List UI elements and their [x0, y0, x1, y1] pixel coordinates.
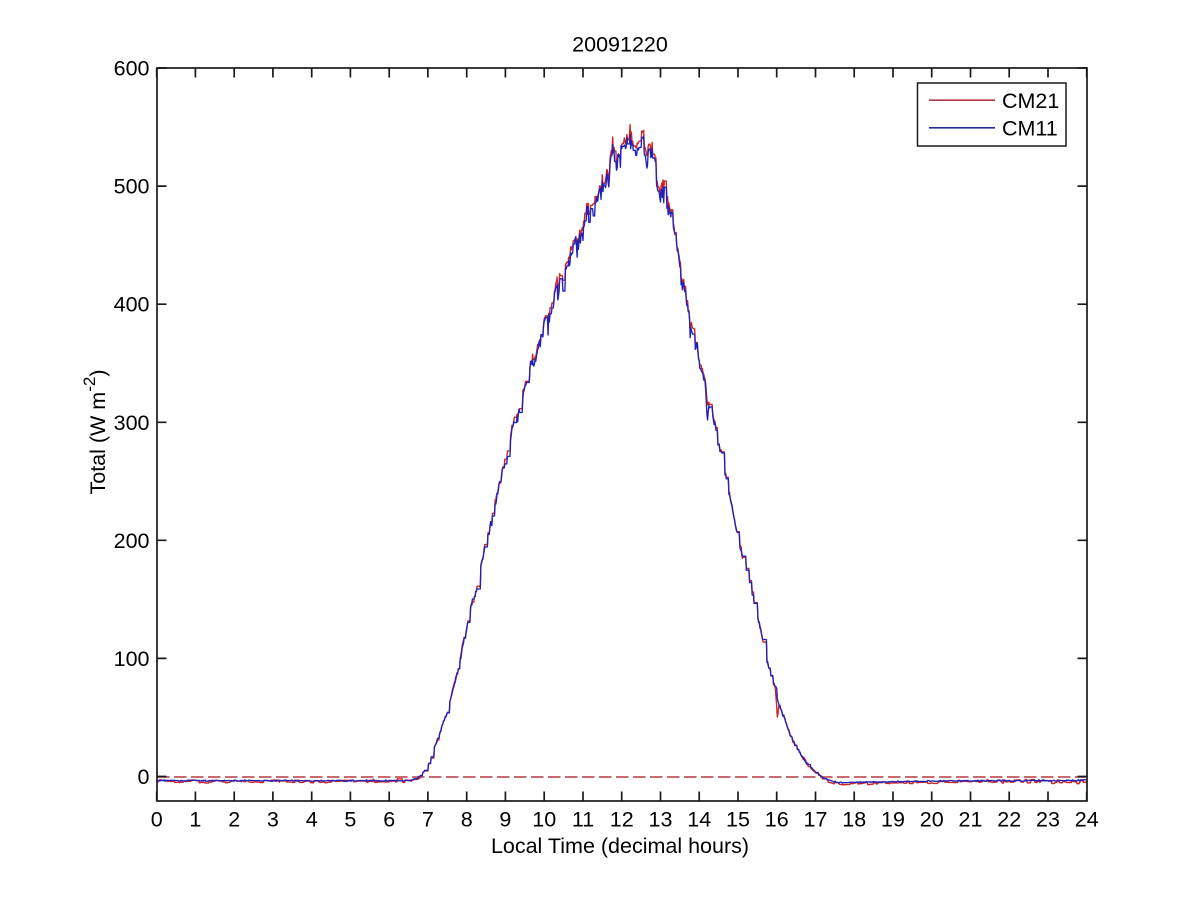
svg-text:0: 0 — [151, 808, 163, 832]
svg-text:11: 11 — [572, 808, 594, 832]
svg-text:22: 22 — [997, 808, 1021, 832]
svg-text:4: 4 — [306, 808, 318, 832]
svg-text:1: 1 — [189, 808, 201, 832]
svg-text:3: 3 — [267, 808, 279, 832]
svg-text:19: 19 — [881, 808, 905, 832]
svg-text:14: 14 — [687, 808, 711, 832]
svg-text:16: 16 — [765, 808, 789, 832]
svg-text:15: 15 — [726, 808, 750, 832]
svg-text:24: 24 — [1075, 808, 1099, 832]
svg-text:500: 500 — [114, 175, 150, 199]
svg-text:8: 8 — [461, 808, 473, 832]
svg-text:CM11: CM11 — [1002, 117, 1058, 141]
svg-text:CM21: CM21 — [1002, 89, 1059, 113]
svg-text:300: 300 — [114, 411, 150, 435]
svg-text:20: 20 — [920, 808, 944, 832]
svg-text:23: 23 — [1036, 808, 1060, 832]
svg-text:7: 7 — [422, 808, 434, 832]
svg-text:200: 200 — [114, 529, 150, 553]
svg-text:6: 6 — [383, 808, 395, 832]
svg-text:20091220: 20091220 — [572, 33, 668, 57]
svg-text:0: 0 — [138, 765, 150, 789]
svg-text:9: 9 — [499, 808, 511, 832]
svg-text:5: 5 — [344, 808, 356, 832]
svg-text:10: 10 — [532, 808, 556, 832]
svg-text:18: 18 — [842, 808, 866, 832]
svg-text:600: 600 — [114, 57, 150, 81]
svg-text:12: 12 — [610, 808, 634, 832]
svg-text:13: 13 — [649, 808, 673, 832]
svg-text:400: 400 — [114, 293, 150, 317]
svg-text:100: 100 — [114, 647, 150, 671]
svg-text:21: 21 — [959, 808, 983, 832]
svg-text:17: 17 — [804, 808, 828, 832]
svg-text:2: 2 — [228, 808, 240, 832]
svg-text:Local Time (decimal hours): Local Time (decimal hours) — [491, 834, 749, 858]
